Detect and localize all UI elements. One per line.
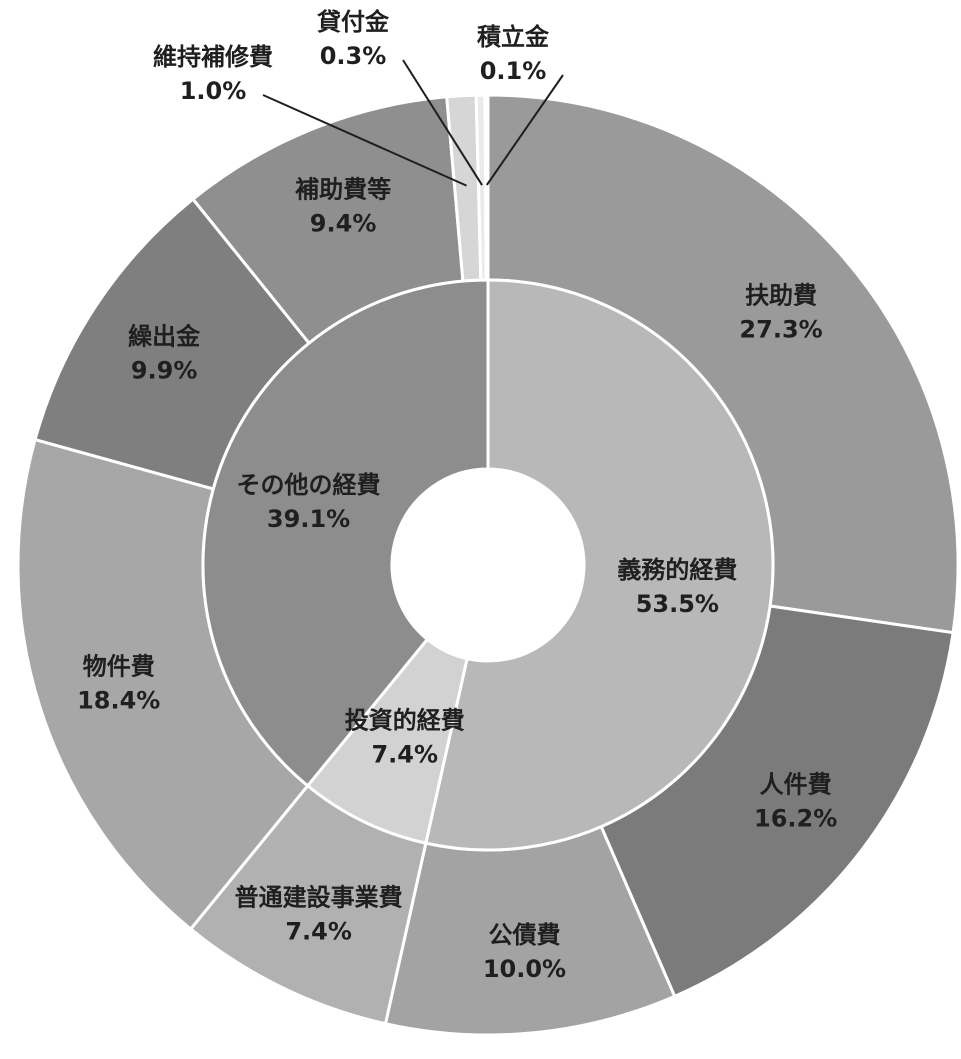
outer-6-value: 9.4% <box>310 210 377 238</box>
slice-labels: 義務的経費 53.5% 投資的経費 7.4% その他の経費 39.1% 扶助費 27.3% 人件… <box>77 8 837 983</box>
outer-9-name: 積立金 <box>477 23 550 51</box>
inner-0-name: 義務的経費 <box>617 556 737 584</box>
outer-8-leader-line <box>402 59 483 186</box>
outer-2-label: 公債費 10.0% <box>483 921 566 983</box>
outer-3-label: 普通建設事業費 7.4% <box>235 884 403 946</box>
outer-7-label: 維持補修費 1.0% <box>153 43 273 105</box>
outer-5-label: 繰出金 9.9% <box>128 322 201 384</box>
inner-2-value: 39.1% <box>267 505 350 533</box>
outer-2-name: 公債費 <box>488 921 560 949</box>
outer-8-name: 貸付金 <box>317 8 390 36</box>
outer-4-value: 18.4% <box>77 686 160 714</box>
outer-1-value: 16.2% <box>754 805 837 833</box>
outer-9-value: 0.1% <box>480 57 547 85</box>
outer-9-label: 積立金 0.1% <box>477 23 550 85</box>
inner-1-value: 7.4% <box>371 740 438 768</box>
outer-6-label: 補助費等 9.4% <box>294 176 391 238</box>
outer-1-name: 人件費 <box>760 771 832 799</box>
inner-ring <box>201 278 775 852</box>
inner-2-label: その他の経費 39.1% <box>237 471 381 533</box>
outer-0-name: 扶助費 <box>745 281 817 309</box>
outer-9-leader-line <box>485 74 564 186</box>
outer-0-label: 扶助費 27.3% <box>739 281 822 343</box>
inner-0-value: 53.5% <box>636 590 719 618</box>
outer-5-name: 繰出金 <box>128 322 201 350</box>
outer-7-value: 1.0% <box>180 77 247 105</box>
inner-2-name: その他の経費 <box>237 471 381 499</box>
donut-hole <box>391 468 585 662</box>
outer-slice-9 <box>483 93 490 282</box>
outer-6-name: 補助費等 <box>294 176 391 204</box>
outer-7-leader-line <box>262 94 467 187</box>
inner-1-label: 投資的経費 7.4% <box>345 706 465 768</box>
outer-4-name: 物件費 <box>83 652 155 680</box>
outer-2-value: 10.0% <box>483 955 566 983</box>
outer-8-label: 貸付金 0.3% <box>317 8 390 70</box>
outer-0-value: 27.3% <box>739 315 822 343</box>
outer-3-value: 7.4% <box>285 918 352 946</box>
outer-5-value: 9.9% <box>131 356 198 384</box>
outer-4-label: 物件費 18.4% <box>77 652 160 714</box>
outer-1-label: 人件費 16.2% <box>754 771 837 833</box>
leader-lines <box>262 59 564 187</box>
inner-1-name: 投資的経費 <box>345 706 465 734</box>
outer-8-value: 0.3% <box>320 42 387 70</box>
outer-3-name: 普通建設事業費 <box>235 884 403 912</box>
inner-0-label: 義務的経費 53.5% <box>617 556 737 618</box>
outer-7-name: 維持補修費 <box>153 43 273 71</box>
